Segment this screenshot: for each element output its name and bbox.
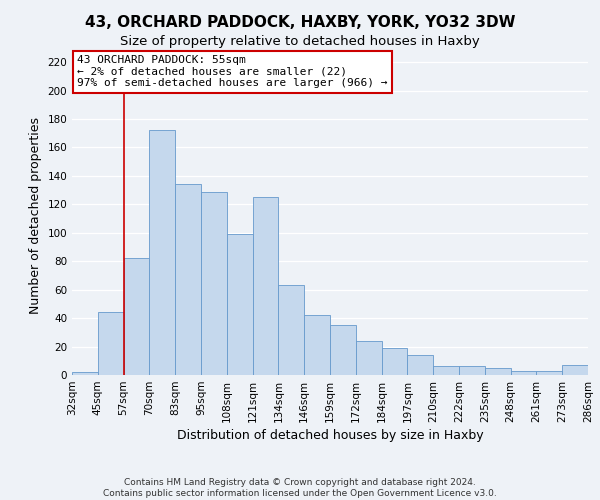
Bar [356,341,382,375]
Bar [562,365,588,375]
Bar [72,372,98,375]
Bar [253,197,278,375]
Bar [330,325,356,375]
Bar [511,370,536,375]
Bar [407,355,433,375]
Bar [459,366,485,375]
Bar [227,234,253,375]
Text: Contains HM Land Registry data © Crown copyright and database right 2024.
Contai: Contains HM Land Registry data © Crown c… [103,478,497,498]
X-axis label: Distribution of detached houses by size in Haxby: Distribution of detached houses by size … [176,429,484,442]
Bar [201,192,227,375]
Bar [98,312,124,375]
Bar [536,370,562,375]
Bar [278,286,304,375]
Bar [149,130,175,375]
Bar [175,184,201,375]
Text: 43, ORCHARD PADDOCK, HAXBY, YORK, YO32 3DW: 43, ORCHARD PADDOCK, HAXBY, YORK, YO32 3… [85,15,515,30]
Y-axis label: Number of detached properties: Number of detached properties [29,116,42,314]
Bar [433,366,459,375]
Bar [304,316,330,375]
Text: Size of property relative to detached houses in Haxby: Size of property relative to detached ho… [120,35,480,48]
Bar [382,348,407,375]
Bar [124,258,149,375]
Bar [485,368,511,375]
Text: 43 ORCHARD PADDOCK: 55sqm
← 2% of detached houses are smaller (22)
97% of semi-d: 43 ORCHARD PADDOCK: 55sqm ← 2% of detach… [77,55,388,88]
